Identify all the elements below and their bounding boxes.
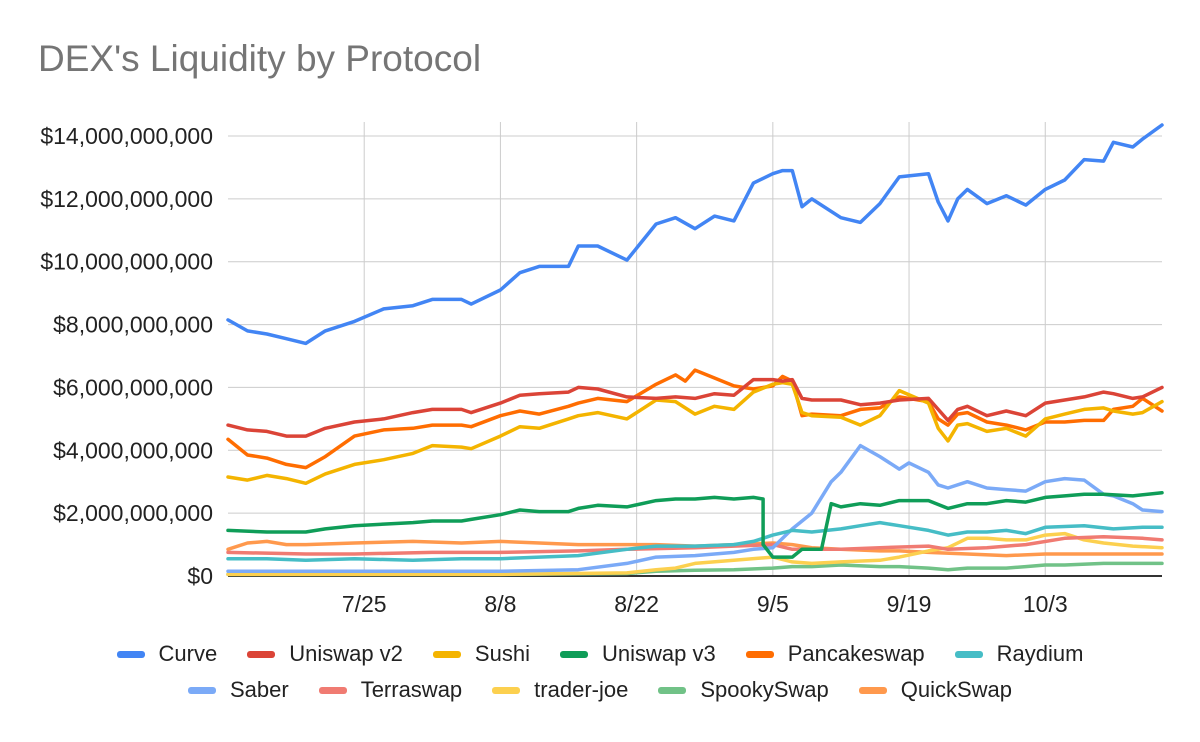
- series-line-raydium: [226, 520, 1164, 563]
- legend-label: Terraswap: [360, 677, 463, 702]
- legend-item: SpookySwap: [658, 677, 829, 703]
- legend-row: Curve Uniswap v2 Sushi Uniswap v3 Pancakeswa…: [0, 641, 1200, 667]
- legend-label: Saber: [229, 677, 289, 702]
- series-line-sushi: [226, 380, 1164, 486]
- chart-title: DEX's Liquidity by Protocol: [38, 38, 482, 79]
- legend-swatch: [954, 650, 983, 658]
- y-tick-label: $4,000,000,000: [53, 437, 213, 463]
- legend-item: Curve: [116, 641, 218, 667]
- x-axis-tick-labels: 7/25 8/8 8/22 9/5 9/19 10/3: [342, 591, 1068, 617]
- series-line-terraswap: [226, 534, 1164, 556]
- series-line-pancakeswap: [226, 368, 1164, 470]
- series-line-spookyswap: [226, 561, 1164, 577]
- legend-swatch: [492, 686, 521, 694]
- legend-swatch: [858, 686, 887, 694]
- legend-swatch: [745, 650, 774, 658]
- legend-label: Curve: [158, 641, 218, 666]
- legend-swatch: [559, 650, 588, 658]
- legend-swatch: [432, 650, 461, 658]
- x-tick-label: 10/3: [1023, 591, 1068, 617]
- legend-item: trader-joe: [492, 677, 628, 703]
- legend-label: Pancakeswap: [787, 641, 925, 666]
- legend-item: Saber: [187, 677, 289, 703]
- legend-row: Saber Terraswap trader-joe SpookySwap QuickS…: [0, 677, 1200, 703]
- x-tick-label: 8/8: [484, 591, 516, 617]
- series-line-uniswap-v2: [226, 377, 1164, 438]
- legend-swatch: [247, 650, 276, 658]
- x-tick-label: 9/19: [887, 591, 932, 617]
- legend-label: Sushi: [474, 641, 530, 666]
- y-tick-label: $8,000,000,000: [53, 312, 213, 338]
- legend-label: trader-joe: [534, 677, 629, 702]
- legend-item: Terraswap: [318, 677, 463, 703]
- legend-item: Sushi: [432, 641, 530, 667]
- series-line-saber: [226, 443, 1164, 574]
- y-tick-label: $6,000,000,000: [53, 374, 213, 400]
- legend-item: QuickSwap: [858, 677, 1013, 703]
- y-tick-label: $0: [187, 563, 213, 589]
- legend-label: Uniswap v2: [289, 641, 403, 666]
- legend-swatch: [187, 686, 216, 694]
- y-axis-tick-labels: $0 $2,000,000,000 $4,000,000,000 $6,000,000…: [40, 123, 213, 589]
- legend-label: SpookySwap: [700, 677, 829, 702]
- x-tick-label: 8/22: [614, 591, 659, 617]
- y-tick-label: $12,000,000,000: [40, 186, 213, 212]
- legend-swatch: [658, 686, 687, 694]
- legend-label: Raydium: [996, 641, 1084, 666]
- legend-item: Raydium: [954, 641, 1084, 667]
- legend-label: QuickSwap: [900, 677, 1013, 702]
- series-lines: [226, 123, 1164, 577]
- y-tick-label: $10,000,000,000: [40, 249, 213, 275]
- series-line-curve: [226, 123, 1164, 346]
- x-tick-label: 9/5: [757, 591, 789, 617]
- y-tick-label: $14,000,000,000: [40, 123, 213, 149]
- legend-item: Uniswap v3: [559, 641, 716, 667]
- legend-item: Uniswap v2: [247, 641, 403, 667]
- vertical-gridlines: [363, 122, 1046, 576]
- series-line-uniswap-v3: [226, 490, 1164, 559]
- legend-label: Uniswap v3: [601, 641, 716, 666]
- legend-swatch: [116, 650, 145, 658]
- legend-swatch: [318, 686, 347, 694]
- y-tick-label: $2,000,000,000: [53, 500, 213, 526]
- x-tick-label: 7/25: [342, 591, 387, 617]
- legend-item: Pancakeswap: [745, 641, 925, 667]
- series-line-trader-joe: [226, 531, 1164, 577]
